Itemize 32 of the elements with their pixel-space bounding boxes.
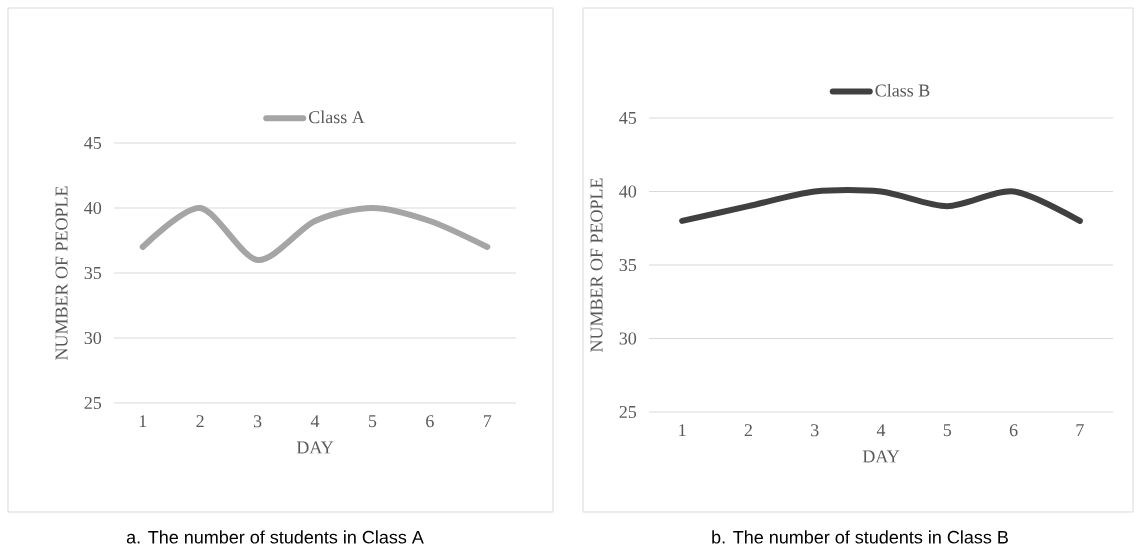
x-tick-label: 7 bbox=[1076, 424, 1084, 436]
y-tick-label: 25 bbox=[619, 405, 637, 419]
x-tick-label: 3 bbox=[253, 415, 262, 428]
x-axis-title: DAY bbox=[296, 441, 334, 454]
y-tick-label: 40 bbox=[619, 185, 637, 198]
x-tick-label: 6 bbox=[1009, 424, 1018, 437]
y-tick-label: 25 bbox=[84, 396, 102, 410]
x-tick-label: 4 bbox=[876, 424, 886, 437]
y-tick-label: 35 bbox=[84, 266, 102, 280]
x-tick-label: 1 bbox=[679, 424, 686, 437]
x-tick-label: 4 bbox=[310, 415, 320, 428]
y-axis-title: NUMBER OF PEOPLE bbox=[55, 186, 68, 360]
y-axis-title: NUMBER OF PEOPLE bbox=[590, 178, 603, 352]
x-tick-label: 5 bbox=[943, 424, 952, 437]
y-tick-label: 40 bbox=[84, 201, 102, 215]
legend-label: Class B bbox=[875, 83, 930, 97]
y-tick-label: 30 bbox=[84, 331, 102, 345]
x-tick-label: 5 bbox=[368, 415, 377, 428]
x-tick-label: 7 bbox=[483, 415, 492, 427]
legend-label: Class A bbox=[308, 110, 365, 124]
y-tick-label: 45 bbox=[619, 111, 637, 124]
x-tick-label: 2 bbox=[196, 415, 204, 428]
x-tick-label: 6 bbox=[426, 415, 434, 428]
text: b. The number of students in Class B bbox=[712, 530, 1008, 544]
y-tick-label: 30 bbox=[619, 332, 637, 345]
x-tick-label: 1 bbox=[139, 415, 147, 428]
y-tick-label: 45 bbox=[84, 136, 102, 149]
y-tick-label: 35 bbox=[619, 258, 637, 272]
x-axis-title: DAY bbox=[862, 450, 900, 463]
text: a. The number of students in Class A bbox=[126, 530, 424, 544]
x-tick-label: 3 bbox=[811, 424, 819, 437]
x-tick-label: 2 bbox=[744, 424, 752, 437]
